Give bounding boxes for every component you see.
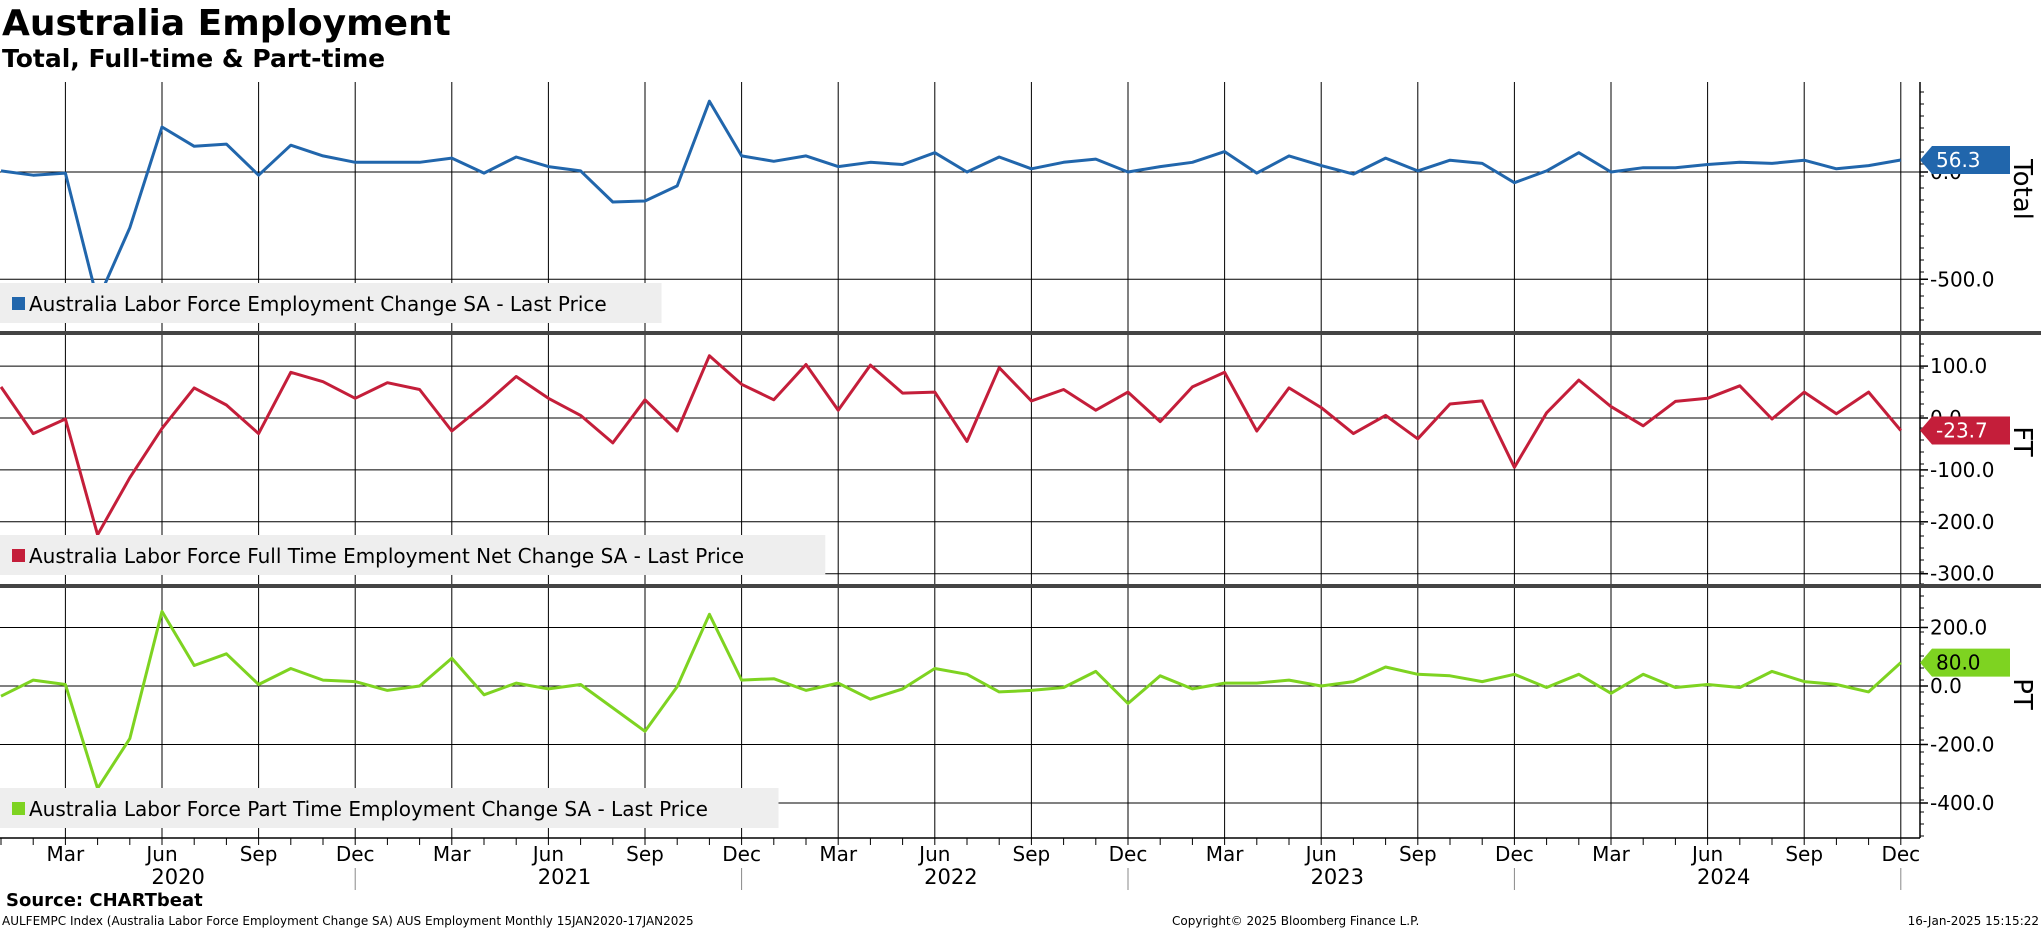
x-month-label: Dec: [722, 842, 761, 866]
x-month-label: Jun: [917, 842, 950, 866]
footer-copyright: Copyright© 2025 Bloomberg Finance L.P.: [1172, 914, 1420, 928]
legend: Australia Labor Force Employment Change …: [0, 283, 662, 323]
panel-ft: 100.00.0-100.0-200.0-300.0-23.7FTAustral…: [0, 334, 2037, 586]
footer-index-info: AULFEMPC Index (Australia Labor Force Em…: [2, 914, 694, 928]
legend-box: [0, 535, 826, 575]
y-tick-label: -100.0: [1930, 458, 1994, 482]
last-value-tag: 56.3: [1920, 145, 2010, 174]
last-value-label: 80.0: [1936, 651, 1981, 675]
legend-swatch: [12, 549, 25, 562]
x-month-label: Sep: [1399, 842, 1437, 866]
last-value-label: -23.7: [1936, 418, 1988, 442]
last-value-tag-bg: [1920, 416, 2010, 445]
x-month-label: Mar: [819, 842, 858, 866]
panel-y-label: FT: [2007, 426, 2037, 456]
last-value-tag: -23.7: [1920, 416, 2010, 445]
grid-lines: [64, 82, 1902, 838]
last-value-tag-bg: [1920, 145, 2010, 174]
series-line-ft: [0, 354, 1902, 537]
last-value-tag-bg: [1920, 648, 2010, 677]
last-value-tag: 80.0: [1920, 648, 2010, 677]
chart-subtitle: Total, Full-time & Part-time: [2, 44, 386, 73]
footer-timestamp: 16-Jan-2025 15:15:22: [1907, 914, 2039, 928]
x-year-label: 2020: [151, 865, 204, 889]
legend-swatch: [12, 802, 25, 815]
legend-box: [0, 788, 779, 828]
panel-y-label: Total: [2007, 158, 2037, 220]
x-year-label: 2024: [1697, 865, 1750, 889]
y-tick-label: -500.0: [1930, 267, 1994, 291]
x-year-label: 2022: [924, 865, 977, 889]
source-note: Source: CHARTbeat: [6, 890, 203, 911]
x-month-label: Sep: [240, 842, 278, 866]
y-tick-label: 0.0: [1930, 674, 1962, 698]
legend-swatch: [12, 297, 25, 310]
chart-title: Australia Employment: [2, 3, 451, 44]
panel-y-label: PT: [2007, 678, 2037, 710]
y-tick-label: -300.0: [1930, 562, 1994, 586]
x-year-label: 2021: [538, 865, 591, 889]
x-month-label: Dec: [1881, 842, 1920, 866]
last-value-label: 56.3: [1936, 148, 1981, 172]
x-month-label: Dec: [1109, 842, 1148, 866]
x-month-label: Jun: [144, 842, 177, 866]
y-tick-label: 100.0: [1930, 354, 1987, 378]
y-tick-label: -400.0: [1930, 791, 1994, 815]
x-month-label: Mar: [1592, 842, 1631, 866]
legend-label: Australia Labor Force Full Time Employme…: [29, 544, 744, 568]
x-month-label: Jun: [1304, 842, 1337, 866]
y-tick-label: -200.0: [1930, 733, 1994, 757]
legend-box: [0, 283, 662, 323]
x-month-label: Sep: [1785, 842, 1823, 866]
legend-label: Australia Labor Force Part Time Employme…: [29, 797, 708, 821]
x-month-label: Jun: [531, 842, 564, 866]
x-month-label: Mar: [47, 842, 86, 866]
x-year-label: 2023: [1311, 865, 1364, 889]
x-month-label: Mar: [433, 842, 472, 866]
panel-separators: [0, 331, 2041, 588]
x-month-label: Jun: [1690, 842, 1723, 866]
y-tick-label: 200.0: [1930, 616, 1987, 640]
x-month-label: Sep: [1013, 842, 1051, 866]
x-axis: Mar Jun Sep Dec Mar Jun Sep Dec Mar Jun Sep Dec Mar J…: [0, 837, 1920, 890]
legend: Australia Labor Force Part Time Employme…: [0, 788, 779, 828]
series-line-total: [0, 99, 1902, 303]
legend: Australia Labor Force Full Time Employme…: [0, 535, 826, 575]
series-line-pt: [0, 609, 1902, 790]
x-month-label: Mar: [1206, 842, 1245, 866]
legend-label: Australia Labor Force Employment Change …: [29, 292, 607, 316]
x-month-label: Dec: [1495, 842, 1534, 866]
panel-pt: 200.0 0.0 -200.0 -400.0 80.0 PT Australia Labo…: [0, 586, 2037, 838]
x-month-label: Sep: [626, 842, 664, 866]
y-tick-label: -200.0: [1930, 510, 1994, 534]
x-month-label: Dec: [336, 842, 375, 866]
